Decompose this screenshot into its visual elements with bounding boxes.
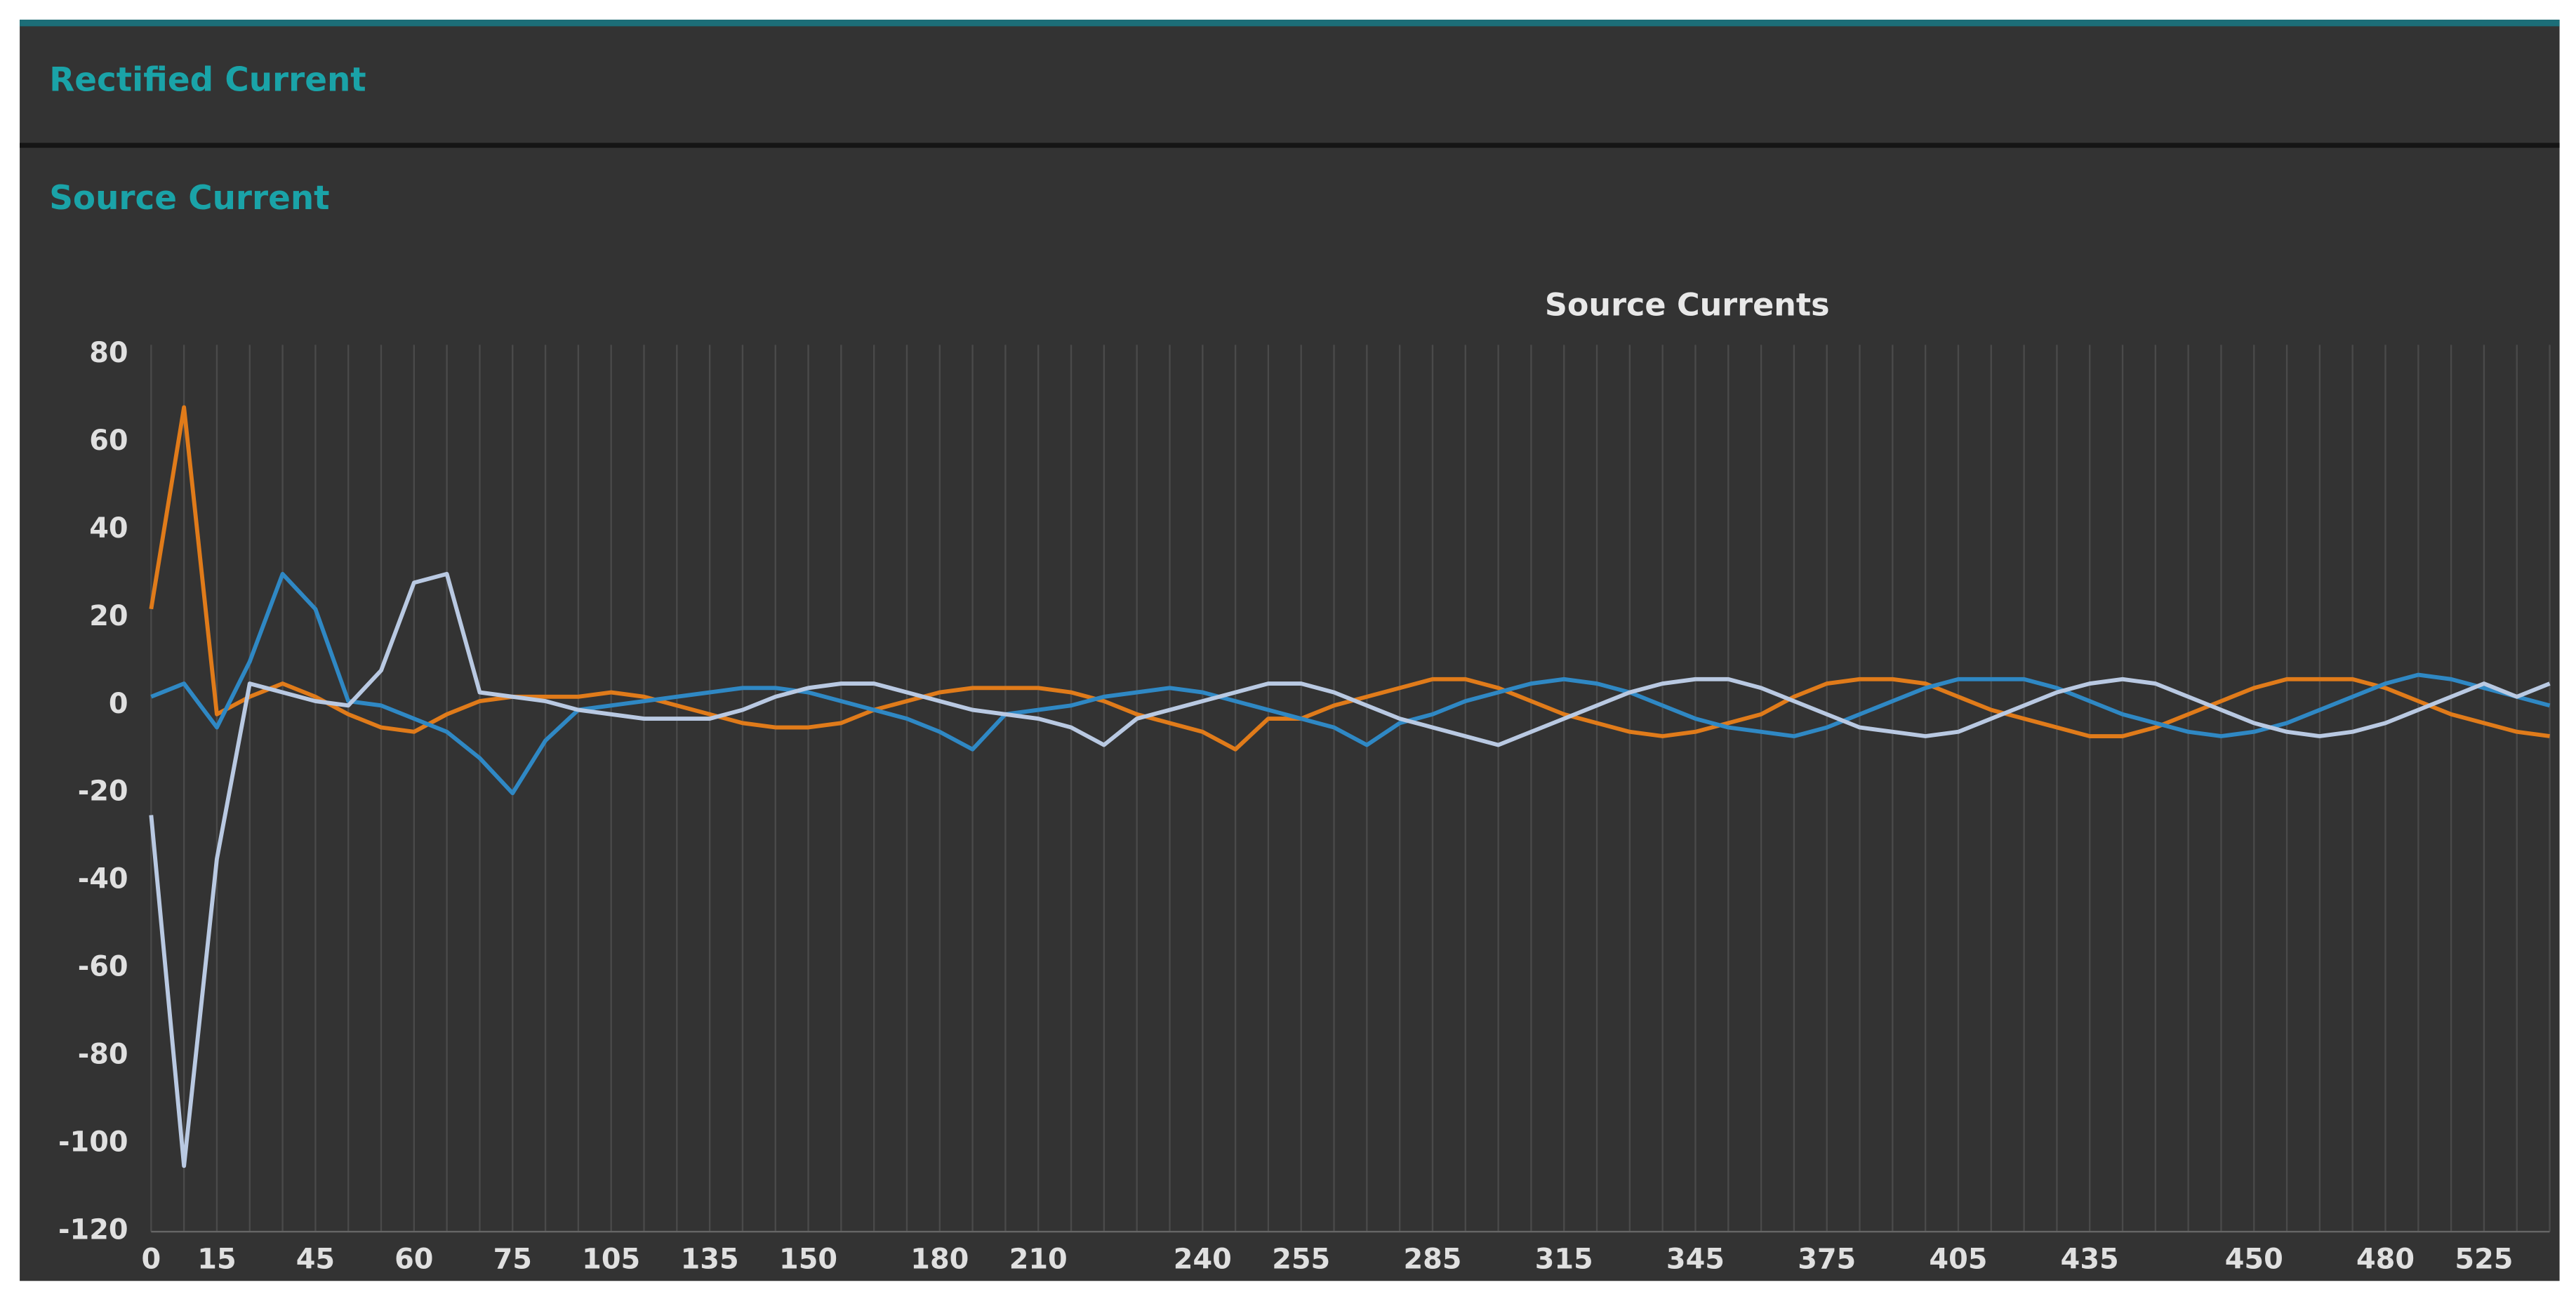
y-tick-label: -80: [78, 1039, 128, 1071]
y-tick-label: -20: [78, 775, 128, 808]
y-tick-label: -40: [78, 863, 128, 895]
x-tick-label: 150: [779, 1244, 837, 1276]
tab-source[interactable]: Source Current: [49, 180, 329, 218]
x-tick-label: 15: [197, 1244, 236, 1276]
panel: [20, 20, 2560, 1281]
x-tick-label: 285: [1403, 1244, 1461, 1276]
y-tick-label: 40: [89, 512, 128, 545]
series-line: [149, 571, 2551, 1168]
x-tick-label: 480: [2356, 1244, 2415, 1276]
y-tick-label: 20: [89, 600, 128, 632]
x-tick-label: 75: [493, 1244, 532, 1276]
x-tick-label: 405: [1929, 1244, 1987, 1276]
y-tick-label: -100: [58, 1126, 128, 1159]
y-tick-label: 80: [89, 337, 128, 369]
y-tick-label: -60: [78, 951, 128, 983]
top-bar: [20, 20, 2560, 27]
x-tick-label: 450: [2225, 1244, 2283, 1276]
x-tick-label: 375: [1798, 1244, 1856, 1276]
x-tick-label: 135: [681, 1244, 739, 1276]
x-tick-label: 60: [394, 1244, 433, 1276]
x-tick-label: 345: [1666, 1244, 1725, 1276]
divider: [20, 142, 2560, 148]
x-tick-label: 255: [1272, 1244, 1330, 1276]
x-tick-label: 105: [582, 1244, 640, 1276]
x-tick-label: 435: [2061, 1244, 2119, 1276]
x-tick-label: 240: [1174, 1244, 1232, 1276]
y-tick-label: 0: [109, 688, 128, 720]
x-tick-label: 315: [1535, 1244, 1593, 1276]
chart-title: Source Currents: [1545, 288, 1830, 324]
x-tick-label: 525: [2455, 1244, 2513, 1276]
y-tick-label: -120: [58, 1214, 128, 1246]
x-tick-label: 180: [910, 1244, 969, 1276]
tab-rectified[interactable]: Rectified Current: [49, 62, 366, 100]
x-tick-label: 0: [141, 1244, 161, 1276]
y-tick-label: 60: [89, 425, 128, 457]
x-tick-label: 210: [1009, 1244, 1068, 1276]
series-line: [150, 571, 2551, 796]
x-tick-label: 45: [296, 1244, 335, 1276]
